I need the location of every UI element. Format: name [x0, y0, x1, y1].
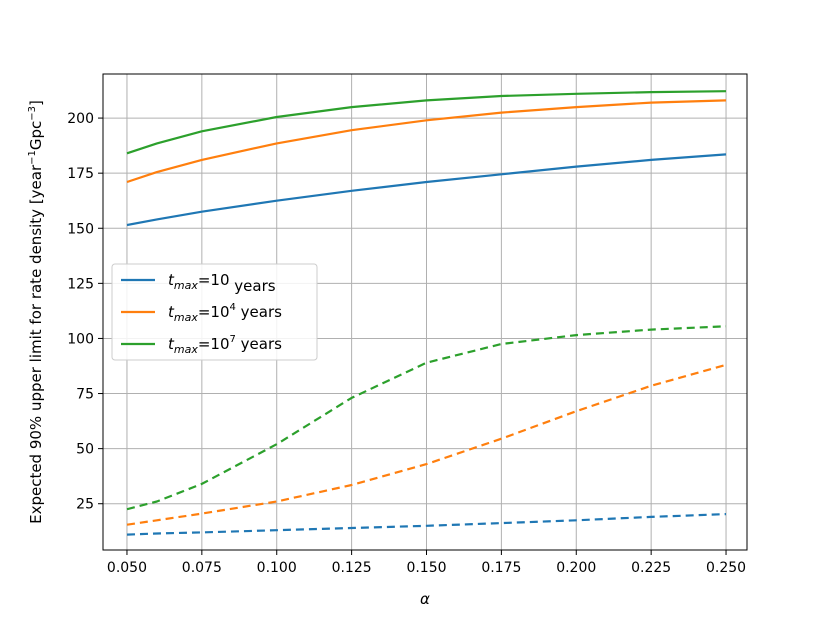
- x-tick-label: 0.250: [706, 560, 746, 576]
- x-axis-ticks: 0.050 0.075 0.100 0.125 0.150 0.175 0.200 0.225…: [107, 550, 746, 576]
- legend-box: [111, 263, 318, 361]
- x-tick-label: 0.175: [481, 560, 521, 576]
- legend-label-series-2: tmax=104 years: [168, 302, 282, 324]
- y-tick-label: 200: [67, 111, 94, 127]
- x-tick-label: 0.075: [182, 560, 222, 576]
- y-axis-label-end: ]: [27, 100, 45, 106]
- plot-frame: [102, 73, 748, 551]
- x-tick-label: 0.200: [556, 560, 596, 576]
- x-tick-label: 0.100: [257, 560, 297, 576]
- series-2-solid-line: [126, 99, 727, 184]
- x-tick-label: 0.050: [107, 560, 147, 576]
- y-axis-ticks: 25 50 75 100 125 150 175 200: [67, 111, 103, 513]
- legend: tmax=10 years tmax=104 years tmax=107 ye…: [111, 263, 318, 361]
- y-axis-label-unit: Gpc: [27, 121, 45, 150]
- y-tick-label: 50: [76, 442, 94, 458]
- x-tick-label: 0.225: [631, 560, 671, 576]
- grid-lines: [103, 74, 747, 550]
- legend-label-series-1: tmax=10 years: [168, 271, 276, 295]
- y-tick-label: 100: [67, 331, 94, 347]
- y-axis-label-sup1: −1: [27, 150, 38, 165]
- series-3-solid-line: [126, 90, 727, 155]
- y-axis-label-sup2: −3: [27, 106, 38, 121]
- series-lines: [126, 90, 727, 536]
- x-tick-label: 0.125: [332, 560, 372, 576]
- y-tick-label: 150: [67, 221, 94, 237]
- y-axis-label-main: Expected 90% upper limit for rate densit…: [27, 164, 45, 524]
- x-axis-label: α: [420, 590, 430, 608]
- series-1-dashed-line: [126, 513, 727, 536]
- y-tick-label: 75: [76, 387, 94, 403]
- y-tick-label: 25: [76, 497, 94, 513]
- series-3-dashed-line: [126, 325, 727, 511]
- y-tick-label: 175: [67, 166, 94, 182]
- y-tick-label: 125: [67, 276, 94, 292]
- legend-label-series-3: tmax=107 years: [168, 334, 282, 356]
- series-2-dashed-line: [126, 363, 727, 526]
- series-1-solid-line: [126, 153, 727, 227]
- y-axis-label: Expected 90% upper limit for rate densit…: [27, 100, 45, 524]
- x-tick-label: 0.150: [406, 560, 446, 576]
